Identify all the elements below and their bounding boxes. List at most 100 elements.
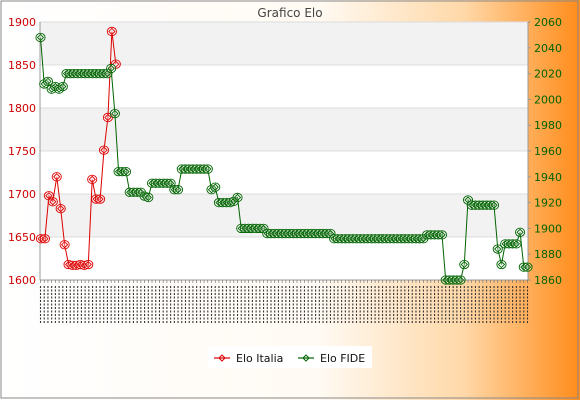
data-point	[98, 145, 110, 155]
data-point-diamond	[516, 228, 524, 236]
data-point	[258, 223, 269, 234]
right-tick-label: 2040	[534, 42, 562, 55]
plot-band	[40, 108, 528, 151]
data-point	[95, 194, 106, 204]
data-point	[202, 164, 213, 174]
plot-bands	[39, 21, 529, 281]
data-point-diamond	[211, 183, 219, 191]
data-point	[42, 76, 53, 86]
data-point-diamond	[107, 64, 115, 73]
data-point	[102, 68, 113, 79]
data-point	[232, 192, 243, 203]
data-point-diamond	[111, 109, 119, 118]
data-point-diamond	[230, 197, 238, 205]
data-point	[106, 63, 117, 74]
data-point-diamond	[490, 201, 498, 209]
data-point-diamond	[44, 77, 52, 85]
right-tick-label: 1920	[534, 197, 562, 210]
data-point	[325, 228, 336, 239]
data-point-diamond	[512, 240, 520, 248]
data-point	[172, 185, 184, 195]
data-point-diamond	[45, 192, 53, 200]
data-point	[59, 240, 70, 250]
data-point	[210, 182, 221, 192]
data-point	[120, 166, 132, 177]
chart-title: Grafico Elo	[257, 6, 322, 20]
right-tick-label: 1900	[534, 222, 562, 235]
data-point	[488, 200, 500, 210]
data-point-diamond	[84, 260, 92, 269]
right-tick-label: 1880	[534, 248, 562, 261]
data-point-diamond	[80, 261, 88, 270]
data-point	[109, 108, 120, 119]
right-tick-label: 1860	[534, 274, 562, 287]
data-point-diamond	[53, 173, 61, 181]
data-point	[143, 192, 154, 203]
data-point	[459, 259, 470, 270]
data-point-diamond	[438, 231, 446, 239]
data-point-diamond	[88, 175, 96, 184]
data-point	[492, 244, 503, 254]
right-tick-label: 1980	[534, 119, 562, 132]
right-tick-label: 2020	[534, 68, 562, 81]
data-point-diamond	[104, 113, 112, 122]
right-tick-label: 2000	[534, 93, 562, 106]
data-point	[511, 239, 522, 249]
data-point-diamond	[60, 241, 69, 249]
data-point-diamond	[144, 193, 152, 202]
right-tick-label: 1940	[534, 171, 562, 184]
data-point	[39, 234, 50, 244]
data-point	[515, 227, 526, 237]
data-point-diamond	[226, 198, 234, 207]
data-point-diamond	[497, 260, 506, 269]
data-point	[522, 262, 533, 272]
data-point	[91, 194, 102, 204]
data-point	[496, 259, 507, 270]
data-point-diamond	[122, 168, 130, 176]
data-point	[47, 197, 58, 207]
data-point	[57, 81, 68, 92]
data-point-diamond	[100, 146, 108, 154]
data-point	[436, 230, 448, 240]
left-tick-label: 1850	[8, 59, 36, 72]
data-point-diamond	[140, 192, 149, 200]
data-point-diamond	[494, 245, 502, 253]
data-point	[67, 260, 78, 271]
legend-marker-elo-fide	[302, 354, 310, 362]
legend-box	[208, 346, 372, 368]
plot-band	[40, 22, 528, 65]
data-point-diamond	[204, 165, 212, 173]
left-tick-label: 1650	[8, 231, 36, 244]
data-point	[87, 174, 98, 185]
data-point-diamond	[523, 263, 532, 271]
data-point-diamond	[166, 179, 175, 187]
data-point-diamond	[456, 276, 465, 284]
left-tick-label: 1800	[8, 102, 36, 115]
data-point-diamond	[59, 82, 67, 91]
data-point-diamond	[174, 186, 182, 194]
left-tick-label: 1900	[8, 16, 36, 29]
chart-legend: Elo Italia Elo FIDE	[208, 346, 372, 368]
data-point-diamond	[96, 195, 104, 203]
data-point-diamond	[460, 260, 468, 269]
series-elo-fide	[35, 32, 533, 285]
series-elo-italia	[35, 26, 121, 271]
data-point	[83, 259, 94, 270]
data-point-diamond	[36, 33, 45, 42]
data-point-diamond	[137, 188, 145, 196]
data-point	[51, 172, 62, 182]
data-point	[455, 275, 466, 285]
data-point	[35, 32, 46, 43]
legend-label-elo-italia: Elo Italia	[236, 352, 283, 365]
data-point	[106, 26, 117, 37]
left-axis-ticks: 1600 1650 1700 1750 1800 1850 1900	[8, 16, 36, 287]
data-point	[462, 195, 474, 205]
data-point	[35, 234, 47, 244]
data-point-diamond	[233, 193, 242, 202]
legend-label-elo-fide: Elo FIDE	[320, 352, 365, 365]
data-point-diamond	[57, 204, 65, 213]
data-point-diamond	[419, 235, 428, 243]
